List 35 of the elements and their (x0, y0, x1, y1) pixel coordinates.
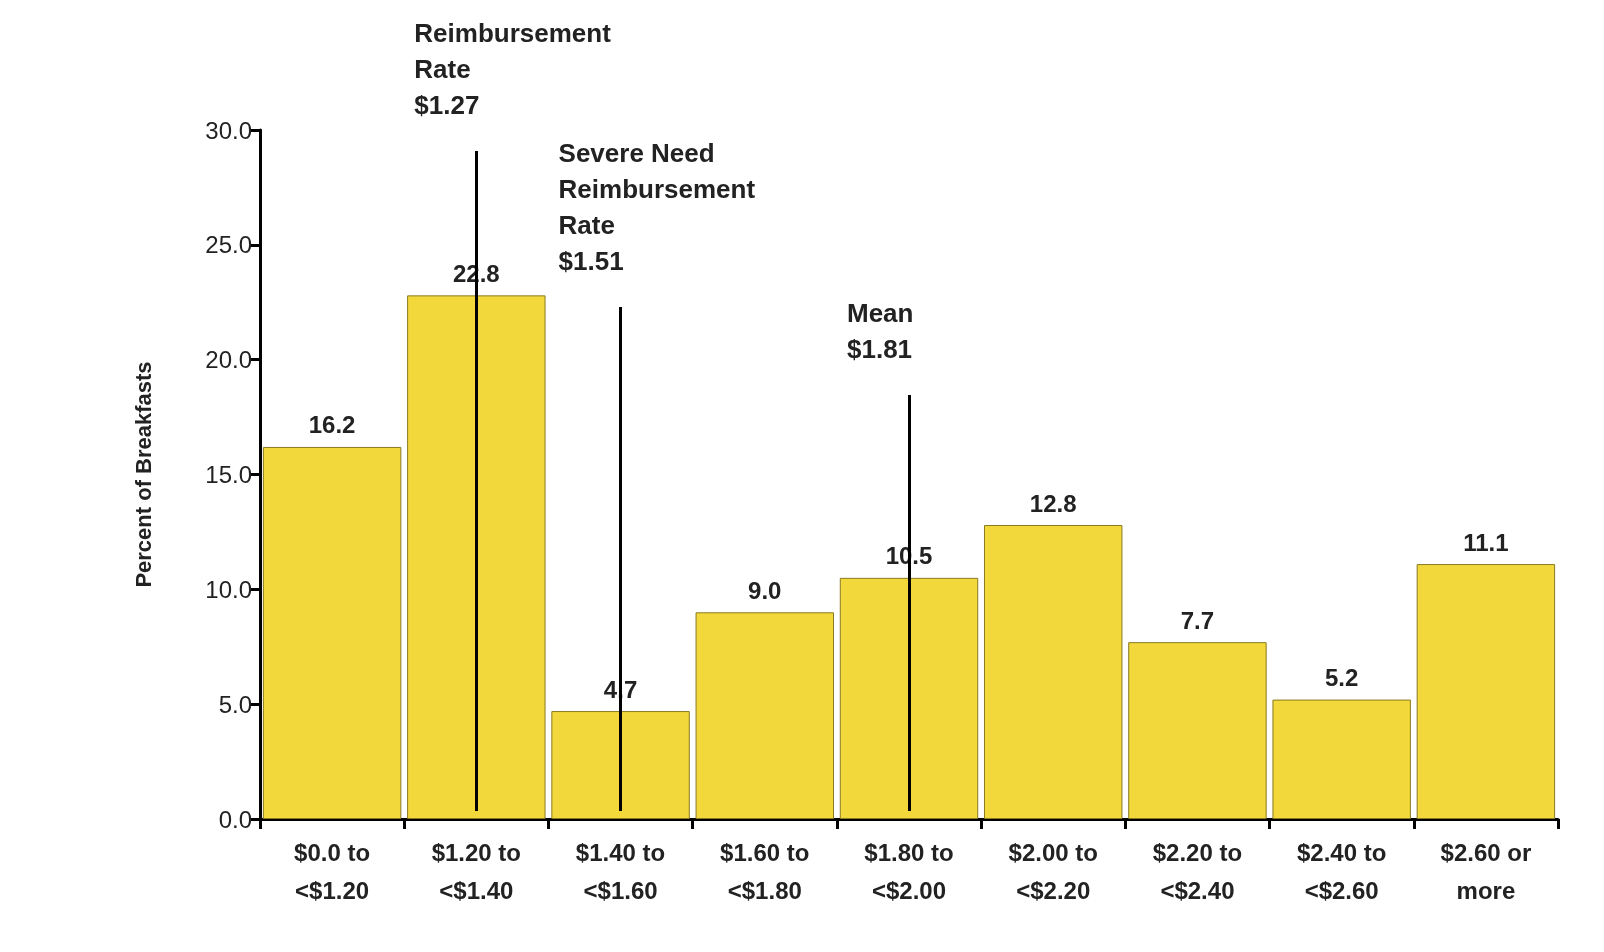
bar (984, 525, 1123, 819)
bar (262, 446, 402, 819)
y-axis-title: Percent of Breakfasts (130, 361, 156, 588)
y-tick-label: 15.0 (205, 461, 252, 488)
bar (695, 612, 834, 819)
y-tick-label: 30.0 (205, 116, 252, 144)
x-tick-label: $1.80 to <$2.00 (864, 838, 954, 904)
data-label: 9.0 (748, 576, 782, 604)
bar (1416, 564, 1556, 819)
y-tick-label: 20.0 (205, 346, 252, 374)
data-label: 16.2 (308, 411, 356, 439)
bar (551, 711, 690, 819)
bar (407, 295, 546, 819)
y-tick-label: 10.0 (205, 575, 252, 603)
x-tick-label: $2.20 to <$2.40 (1152, 838, 1243, 904)
x-tick-label: $0.0 to <$1.20 (294, 838, 371, 904)
data-label: 11.1 (1463, 528, 1509, 556)
data-label: 7.7 (1180, 606, 1215, 634)
data-label: 5.2 (1324, 664, 1359, 692)
y-tick-label: 5.0 (218, 690, 252, 718)
x-tick-label: $2.60 or more (1440, 838, 1532, 904)
x-tick-label: $1.60 to <$1.80 (720, 838, 810, 904)
x-tick-label: $2.40 to <$2.60 (1296, 838, 1387, 904)
x-tick-label: $1.20 to <$1.40 (431, 838, 522, 904)
ref-line-label: Reimbursement Rate $1.27 (414, 18, 612, 120)
bar (1272, 699, 1411, 819)
data-label: 12.8 (1029, 489, 1077, 517)
x-tick-label: $1.40 to <$1.60 (575, 838, 666, 904)
bar (1128, 642, 1267, 819)
y-tick-label: 25.0 (205, 231, 252, 259)
ref-line-label: Mean $1.81 (847, 298, 914, 364)
bar (839, 577, 979, 819)
x-tick-label: $2.00 to <$2.20 (1008, 838, 1098, 904)
ref-line-label: Severe Need Reimbursement Rate $1.51 (558, 138, 756, 276)
y-tick-label: 0.0 (218, 805, 252, 833)
